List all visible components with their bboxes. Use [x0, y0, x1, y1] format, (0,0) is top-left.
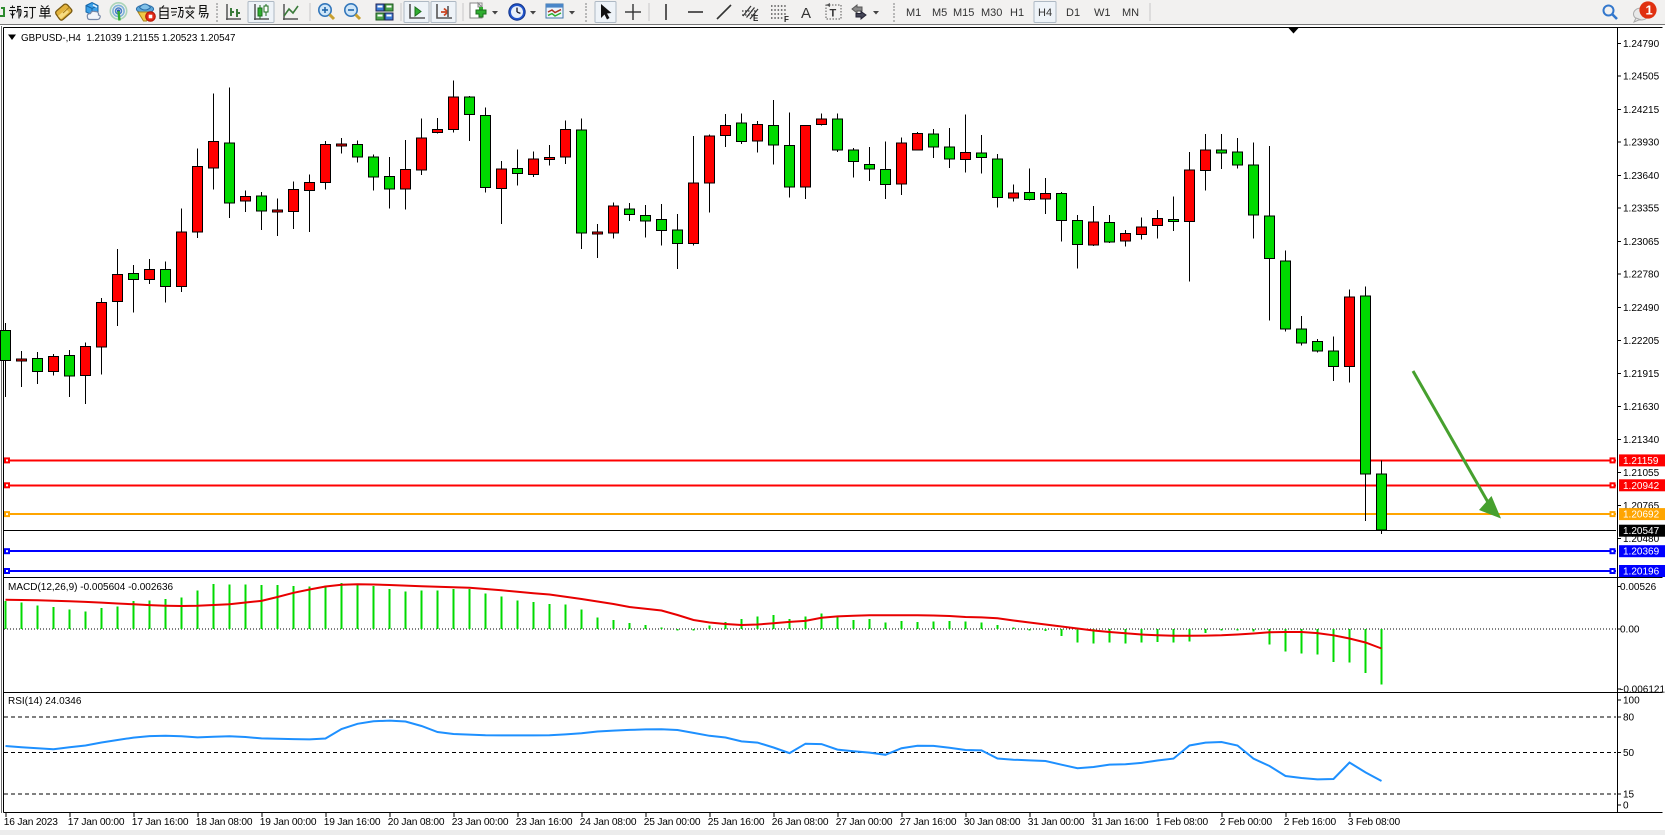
- svg-text:1.23355: 1.23355: [1623, 204, 1660, 215]
- svg-text:0.00: 0.00: [1620, 625, 1640, 636]
- svg-text:17 Jan 00:00: 17 Jan 00:00: [68, 817, 125, 828]
- svg-text:24 Jan 08:00: 24 Jan 08:00: [580, 817, 637, 828]
- svg-text:1.21055: 1.21055: [1623, 468, 1660, 479]
- svg-text:T: T: [830, 8, 837, 20]
- svg-text:2 Feb 00:00: 2 Feb 00:00: [1220, 817, 1273, 828]
- svg-text:1.20765: 1.20765: [1623, 501, 1660, 512]
- svg-text:1.20692: 1.20692: [1623, 510, 1660, 521]
- svg-text:1.21630: 1.21630: [1623, 402, 1660, 413]
- svg-text:GBPUSD-,H4 1.21039 1.21155 1.: GBPUSD-,H4 1.21039 1.21155 1.20523 1.205…: [21, 33, 235, 44]
- svg-text:19 Jan 00:00: 19 Jan 00:00: [260, 817, 317, 828]
- svg-text:16 Jan 2023: 16 Jan 2023: [4, 817, 58, 828]
- svg-text:MACD(12,26,9) -0.005604 -0.002: MACD(12,26,9) -0.005604 -0.002636: [8, 582, 174, 593]
- svg-text:50: 50: [1623, 748, 1635, 759]
- svg-text:1.20196: 1.20196: [1623, 567, 1660, 578]
- svg-text:1.23065: 1.23065: [1623, 237, 1660, 248]
- svg-text:1.20369: 1.20369: [1623, 547, 1660, 558]
- svg-text:M15: M15: [953, 7, 974, 19]
- svg-text:23 Jan 16:00: 23 Jan 16:00: [516, 817, 573, 828]
- svg-text:1.22205: 1.22205: [1623, 336, 1660, 347]
- svg-text:1.20547: 1.20547: [1623, 526, 1660, 537]
- svg-text:30 Jan 08:00: 30 Jan 08:00: [964, 817, 1021, 828]
- svg-text:M1: M1: [906, 7, 921, 19]
- svg-text:0.00526: 0.00526: [1620, 582, 1657, 593]
- svg-text:A: A: [801, 5, 811, 22]
- svg-text:31 Jan 00:00: 31 Jan 00:00: [1028, 817, 1085, 828]
- svg-text:1.24790: 1.24790: [1623, 39, 1660, 50]
- svg-text:M5: M5: [932, 7, 947, 19]
- svg-text:-0.006121: -0.006121: [1620, 684, 1665, 695]
- svg-text:1.21159: 1.21159: [1623, 456, 1659, 467]
- svg-text:19 Jan 16:00: 19 Jan 16:00: [324, 817, 381, 828]
- svg-text:1.23640: 1.23640: [1623, 171, 1660, 182]
- svg-text:1.21915: 1.21915: [1623, 369, 1660, 380]
- svg-text:25 Jan 16:00: 25 Jan 16:00: [708, 817, 765, 828]
- svg-text:2 Feb 16:00: 2 Feb 16:00: [1284, 817, 1337, 828]
- svg-text:27 Jan 16:00: 27 Jan 16:00: [900, 817, 957, 828]
- svg-text:1.23930: 1.23930: [1623, 138, 1660, 149]
- svg-text:1.22780: 1.22780: [1623, 270, 1660, 281]
- svg-text:MN: MN: [1122, 7, 1139, 19]
- svg-text:15: 15: [1623, 790, 1635, 801]
- svg-text:1: 1: [1646, 3, 1653, 18]
- svg-text:80: 80: [1623, 713, 1635, 724]
- svg-text:1.21340: 1.21340: [1623, 435, 1660, 446]
- svg-text:1.20942: 1.20942: [1623, 481, 1660, 492]
- svg-text:1.22490: 1.22490: [1623, 303, 1660, 314]
- svg-text:H4: H4: [1038, 7, 1052, 19]
- svg-text:1.20480: 1.20480: [1623, 534, 1660, 545]
- svg-text:18 Jan 08:00: 18 Jan 08:00: [196, 817, 253, 828]
- svg-text:20 Jan 08:00: 20 Jan 08:00: [388, 817, 445, 828]
- svg-text:25 Jan 00:00: 25 Jan 00:00: [644, 817, 701, 828]
- svg-text:D1: D1: [1066, 7, 1080, 19]
- svg-text:E: E: [753, 14, 759, 23]
- svg-text:1.24215: 1.24215: [1623, 105, 1660, 116]
- svg-text:3 Feb 08:00: 3 Feb 08:00: [1348, 817, 1401, 828]
- svg-text:H1: H1: [1010, 7, 1024, 19]
- svg-text:M30: M30: [981, 7, 1002, 19]
- svg-text:1.24505: 1.24505: [1623, 72, 1660, 83]
- svg-text:0: 0: [1623, 801, 1629, 812]
- svg-text:17 Jan 16:00: 17 Jan 16:00: [132, 817, 189, 828]
- svg-text:100: 100: [1623, 696, 1640, 707]
- svg-text:1 Feb 08:00: 1 Feb 08:00: [1156, 817, 1209, 828]
- svg-text:F: F: [784, 15, 789, 24]
- svg-text:27 Jan 00:00: 27 Jan 00:00: [836, 817, 893, 828]
- svg-text:31 Jan 16:00: 31 Jan 16:00: [1092, 817, 1149, 828]
- svg-text:26 Jan 08:00: 26 Jan 08:00: [772, 817, 829, 828]
- svg-text:23 Jan 00:00: 23 Jan 00:00: [452, 817, 509, 828]
- svg-text:RSI(14) 24.0346: RSI(14) 24.0346: [8, 696, 82, 707]
- svg-text:W1: W1: [1094, 7, 1111, 19]
